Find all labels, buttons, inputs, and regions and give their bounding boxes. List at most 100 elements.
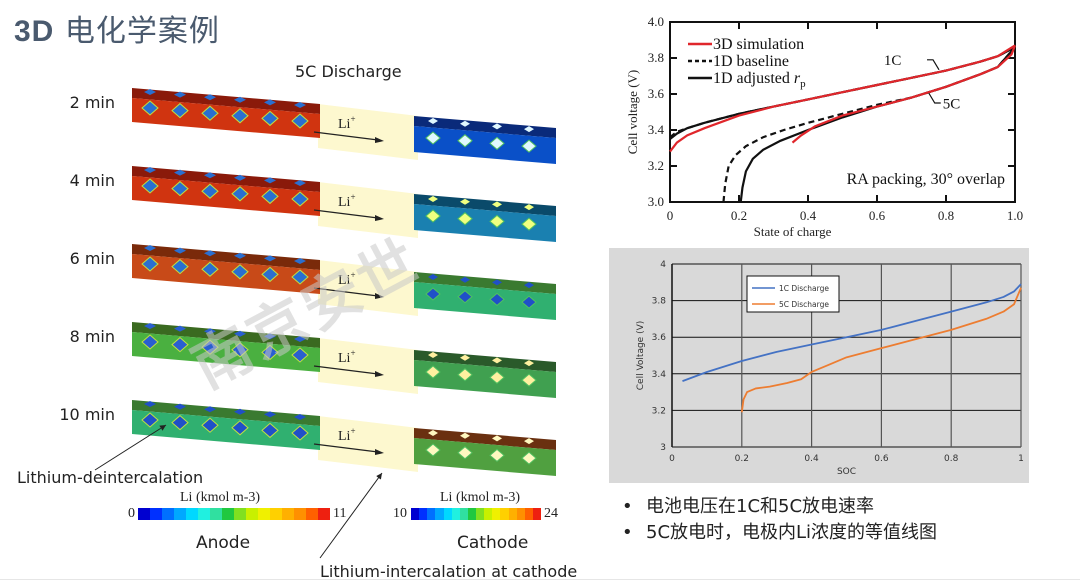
- y-tick-label: 3.2: [652, 406, 666, 416]
- cathode-particle: [492, 279, 502, 286]
- anode-particle: [231, 420, 249, 436]
- arrow-head-icon: [375, 371, 384, 377]
- anode-particle: [291, 347, 309, 363]
- y-tick-label: 3.4: [652, 370, 667, 380]
- electrolyte-region: [318, 338, 418, 394]
- simulation-row: Li+: [132, 166, 556, 242]
- anode-particle: [234, 96, 246, 103]
- li-ion-arrow: [313, 365, 379, 375]
- anode-particle: [174, 247, 186, 254]
- annotation-5c-pointer: [928, 92, 941, 104]
- x-axis-label: SOC: [837, 467, 856, 477]
- simulation-row: Li+: [132, 88, 556, 164]
- anode-particle: [264, 333, 276, 340]
- anode-particle: [171, 180, 189, 197]
- cathode-particle: [521, 295, 537, 309]
- time-label: 6 min: [69, 249, 115, 268]
- anode-particle: [294, 336, 306, 342]
- li-ion-arrow: [313, 131, 379, 141]
- x-axis-label: State of charge: [754, 224, 832, 239]
- time-label: 2 min: [69, 93, 115, 112]
- anode-particle: [294, 414, 306, 420]
- x-tick-label: 0.6: [874, 454, 889, 464]
- anode-particle: [231, 342, 249, 358]
- cathode-particle: [428, 118, 438, 124]
- annotation-1c-pointer: [927, 59, 940, 71]
- cathode-particle: [521, 217, 537, 231]
- cathode-front-face: [414, 126, 556, 164]
- anode-particle: [144, 401, 156, 407]
- cathode-particle: [428, 274, 438, 280]
- anode-particle: [144, 167, 156, 173]
- anode-colorbar-min: 0: [128, 506, 135, 521]
- arrow-head-icon: [375, 137, 384, 143]
- anode-colorbar-max: 11: [333, 506, 347, 521]
- anode-particle: [231, 264, 249, 280]
- anode-particle: [204, 406, 216, 413]
- cathode-particle: [492, 357, 502, 364]
- series-line: [722, 46, 1016, 203]
- cathode-top-face: [414, 350, 556, 372]
- y-tick-label: 3.0: [648, 194, 664, 209]
- cathode-particle: [428, 196, 438, 202]
- annotation-5c: 5C: [943, 96, 961, 112]
- electrolyte-region: [318, 104, 418, 160]
- cathode-particle: [425, 365, 441, 379]
- anode-particle: [204, 94, 216, 101]
- anode-particle: [294, 102, 306, 108]
- anode-particle: [171, 258, 189, 275]
- legend-label: 3D simulation: [713, 36, 804, 53]
- anode-particle: [291, 269, 309, 285]
- y-tick-label: 3.4: [648, 122, 665, 137]
- anode-particle: [204, 328, 216, 335]
- cathode-particle: [521, 451, 537, 465]
- x-tick-label: 1: [1018, 454, 1024, 464]
- li-ion-arrow: [313, 443, 379, 453]
- chart-3d-vs-1d: 0 0.2 0.4 0.6 0.8 1.0 3.0 3.2 3.4 3.6 3.8 4.0 State …: [625, 14, 1023, 239]
- anode-particle: [201, 105, 219, 121]
- legend-label: 1C Discharge: [779, 284, 829, 293]
- series-line: [682, 283, 1022, 382]
- anode-particle: [204, 172, 216, 179]
- anode-colorbar-label: Li (kmol m-3): [180, 490, 261, 505]
- legend-label: 1D adjusted rp: [713, 70, 806, 90]
- x-tick-label: 0: [669, 454, 675, 464]
- anode-particle: [264, 99, 276, 106]
- electrolyte-region: [318, 416, 418, 472]
- anode-label: Anode: [196, 533, 251, 553]
- cathode-particle: [457, 134, 473, 148]
- cathode-particle: [457, 446, 473, 460]
- cathode-colorbar-max: 24: [544, 506, 558, 521]
- anode-particle: [171, 336, 189, 353]
- cathode-particle: [489, 292, 505, 307]
- anode-particle: [234, 174, 246, 181]
- arrow-head-icon: [375, 449, 384, 455]
- y-tick-label: 3.2: [648, 158, 664, 173]
- electrolyte-region: [318, 260, 418, 316]
- anode-particle: [294, 258, 306, 264]
- legend-box: [746, 275, 840, 313]
- li-ion-arrow: [313, 209, 379, 219]
- x-tick-label: 0.8: [944, 454, 959, 464]
- cathode-particle: [524, 438, 534, 445]
- li-ion-arrow: [313, 287, 379, 297]
- anode-particle: [141, 334, 159, 350]
- y-axis-label: Cell voltage (V): [625, 70, 640, 154]
- anode-particle: [174, 91, 186, 98]
- anode-particle: [171, 102, 189, 119]
- anode-particle: [261, 344, 279, 361]
- cathode-top-face: [414, 116, 556, 138]
- anode-particle: [171, 414, 189, 431]
- cathode-particle: [521, 373, 537, 387]
- intercalation-label: Lithium-intercalation at cathode: [320, 562, 578, 581]
- anode-particle: [141, 256, 159, 272]
- y-tick-label: 4: [660, 260, 666, 270]
- anode-particle: [264, 411, 276, 418]
- cathode-particle: [524, 126, 534, 133]
- cathode-front-face: [414, 360, 556, 398]
- time-label: 8 min: [69, 327, 115, 346]
- cathode-particle: [428, 352, 438, 358]
- anode-colorbar: [138, 508, 330, 520]
- cathode-particle: [425, 287, 441, 301]
- bullet-item: • 5C放电时，电极内Li浓度的等值线图: [622, 522, 938, 543]
